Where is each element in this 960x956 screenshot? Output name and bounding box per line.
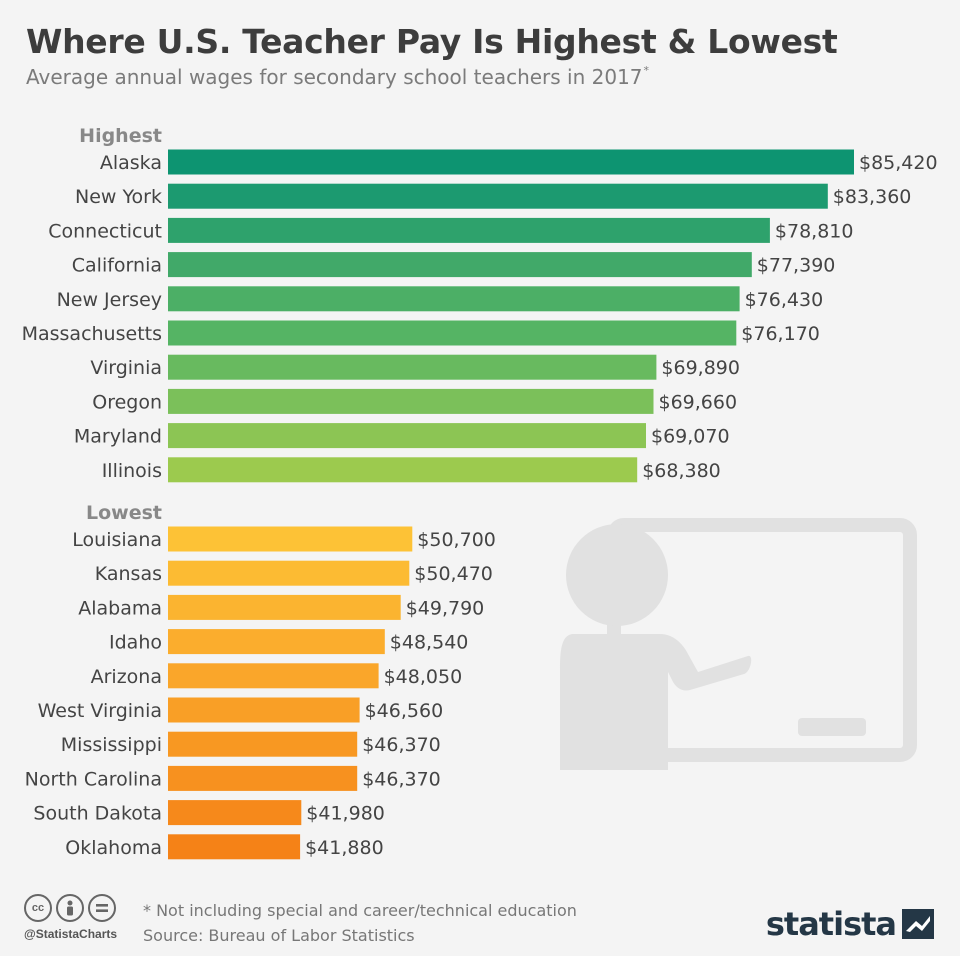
statista-handle[interactable]: @StatistaCharts: [24, 927, 118, 941]
bar-illinois: [168, 457, 638, 483]
bar-new-york: [168, 183, 828, 209]
value-label-west-virginia: $46,560: [365, 700, 444, 722]
category-label-new-york: New York: [75, 186, 162, 208]
value-label-mississippi: $46,370: [362, 734, 441, 756]
footnote-note: * Not including special and career/techn…: [143, 901, 577, 920]
bar-alaska: [168, 149, 854, 175]
category-label-alabama: Alabama: [78, 597, 162, 619]
category-label-kansas: Kansas: [95, 563, 162, 585]
group-label-highest: Highest: [79, 125, 162, 147]
category-label-new-jersey: New Jersey: [57, 289, 162, 311]
value-label-north-carolina: $46,370: [362, 768, 441, 790]
bar-west-virginia: [168, 697, 360, 723]
value-label-idaho: $48,540: [390, 632, 469, 654]
category-label-oklahoma: Oklahoma: [65, 837, 162, 859]
category-label-north-carolina: North Carolina: [25, 768, 162, 790]
teacher-illustration: [560, 518, 917, 770]
chart-title: Where U.S. Teacher Pay Is Highest & Lowe…: [26, 22, 838, 61]
footnote-source: Source: Bureau of Labor Statistics: [143, 926, 415, 945]
value-label-virginia: $69,890: [661, 357, 740, 379]
value-label-massachusetts: $76,170: [741, 323, 820, 345]
bar-south-dakota: [168, 800, 302, 826]
value-label-arizona: $48,050: [384, 666, 463, 688]
category-label-mississippi: Mississippi: [61, 734, 162, 756]
bar-chart: Highest Alaska $85,420 New York $83,360 Conne…: [22, 125, 938, 860]
category-label-alaska: Alaska: [100, 152, 162, 174]
category-label-connecticut: Connecticut: [48, 220, 162, 242]
category-label-arizona: Arizona: [91, 666, 162, 688]
by-icon[interactable]: [56, 894, 84, 922]
value-label-california: $77,390: [757, 255, 836, 277]
bar-california: [168, 252, 752, 278]
bar-alabama: [168, 594, 401, 620]
category-label-idaho: Idaho: [109, 632, 162, 654]
bar-oklahoma: [168, 834, 301, 860]
category-label-oregon: Oregon: [92, 391, 162, 413]
value-label-kansas: $50,470: [414, 563, 493, 585]
footnote-block: * Not including special and career/techn…: [143, 898, 577, 948]
value-label-maryland: $69,070: [651, 426, 730, 448]
brand-name: statista: [765, 905, 897, 943]
subtitle-text: Average annual wages for secondary schoo…: [26, 65, 643, 89]
category-label-south-dakota: South Dakota: [33, 803, 162, 825]
group-label-lowest: Lowest: [86, 502, 162, 524]
subtitle-footnote-mark: *: [643, 64, 650, 77]
bar-massachusetts: [168, 320, 737, 346]
statista-logo[interactable]: statista: [766, 905, 934, 943]
bar-virginia: [168, 354, 657, 380]
bar-connecticut: [168, 217, 770, 243]
value-label-alabama: $49,790: [406, 597, 485, 619]
value-label-connecticut: $78,810: [775, 220, 854, 242]
bar-maryland: [168, 423, 646, 449]
bar-new-jersey: [168, 286, 740, 312]
value-label-south-dakota: $41,980: [306, 803, 385, 825]
bar-kansas: [168, 560, 410, 586]
bar-idaho: [168, 629, 385, 655]
bar-north-carolina: [168, 765, 358, 791]
category-label-california: California: [72, 255, 162, 277]
category-label-illinois: Illinois: [102, 460, 162, 482]
bar-louisiana: [168, 526, 413, 552]
category-label-louisiana: Louisiana: [72, 529, 162, 551]
value-label-illinois: $68,380: [642, 460, 721, 482]
category-label-virginia: Virginia: [90, 357, 162, 379]
value-label-oklahoma: $41,880: [305, 837, 384, 859]
category-label-maryland: Maryland: [74, 426, 162, 448]
chart-subtitle: Average annual wages for secondary schoo…: [26, 64, 649, 89]
license-icons: cc: [24, 894, 116, 922]
value-label-new-york: $83,360: [833, 186, 912, 208]
value-label-oregon: $69,660: [659, 391, 738, 413]
statista-mark-icon: [902, 909, 934, 939]
cc-icon[interactable]: cc: [24, 894, 52, 922]
person-icon: [67, 900, 73, 916]
bar-mississippi: [168, 731, 358, 757]
equals-icon: [96, 904, 108, 912]
bar-oregon: [168, 388, 654, 414]
value-label-alaska: $85,420: [859, 152, 938, 174]
value-label-louisiana: $50,700: [417, 529, 496, 551]
bars-layer: Highest Alaska $85,420 New York $83,360 Conne…: [22, 125, 938, 860]
value-label-new-jersey: $76,430: [745, 289, 824, 311]
nd-icon[interactable]: [88, 894, 116, 922]
bar-arizona: [168, 663, 379, 689]
category-label-west-virginia: West Virginia: [38, 700, 162, 722]
category-label-massachusetts: Massachusetts: [22, 323, 162, 345]
